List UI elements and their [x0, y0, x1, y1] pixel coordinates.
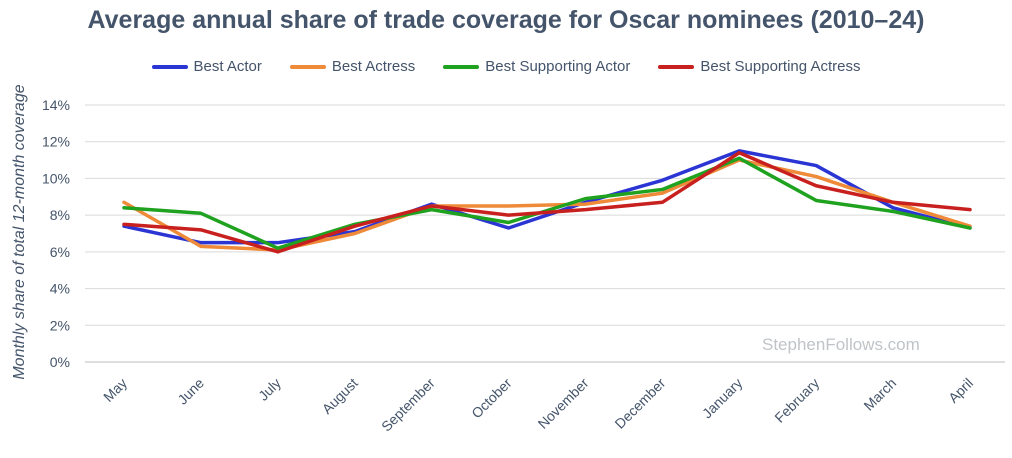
x-tick-label: September	[378, 375, 438, 435]
watermark: StephenFollows.com	[762, 335, 920, 354]
x-axis-ticks: May June July August September October Novembe…	[100, 375, 976, 435]
x-tick-label: April	[945, 375, 976, 406]
legend-item-best-supporting-actor[interactable]: Best Supporting Actor	[443, 58, 630, 75]
x-tick-label: January	[699, 375, 746, 422]
series-line-best-actor	[122, 149, 972, 245]
legend-label-best-actress: Best Actress	[331, 58, 416, 75]
y-tick-label: 12%	[42, 134, 70, 150]
series-line-best-supporting-actor	[122, 156, 972, 250]
legend-item-best-supporting-actress[interactable]: Best Supporting Actress	[658, 58, 860, 75]
x-tick-label: February	[771, 375, 822, 426]
y-axis-label: Monthly share of total 12-month coverage	[11, 84, 28, 379]
legend-swatch-best-supporting-actor	[443, 64, 480, 69]
y-tick-label: 10%	[42, 170, 70, 186]
gridlines	[85, 104, 1005, 363]
x-tick-label: December	[611, 375, 668, 432]
y-tick-label: 14%	[42, 97, 70, 113]
y-tick-label: 6%	[50, 244, 70, 260]
legend-label-best-actor: Best Actor	[193, 58, 262, 75]
x-tick-label: May	[100, 375, 130, 405]
y-tick-label: 8%	[50, 207, 70, 223]
y-tick-label: 4%	[50, 281, 70, 297]
legend-label-best-supporting-actress: Best Supporting Actress	[700, 58, 861, 75]
x-tick-label: July	[255, 375, 284, 404]
x-tick-label: November	[535, 375, 592, 432]
y-tick-label: 0%	[50, 354, 70, 370]
legend-swatch-best-supporting-actress	[658, 64, 695, 69]
series-lines	[122, 149, 972, 254]
y-axis-ticks: 0% 2% 4% 6% 8% 10% 12% 14%	[42, 97, 70, 370]
legend-swatch-best-actor	[151, 64, 188, 69]
x-tick-label: March	[860, 375, 899, 414]
legend-swatch-best-actress	[289, 64, 326, 69]
legend-item-best-actor[interactable]: Best Actor	[151, 58, 262, 75]
x-tick-label: August	[319, 375, 361, 417]
legend-label-best-supporting-actor: Best Supporting Actor	[485, 58, 631, 75]
x-tick-label: October	[468, 375, 515, 422]
chart-title: Average annual share of trade coverage f…	[87, 6, 925, 34]
series-line-best-supporting-actress	[122, 150, 972, 254]
y-tick-label: 2%	[50, 317, 70, 333]
x-tick-label: June	[174, 375, 207, 408]
legend-item-best-actress[interactable]: Best Actress	[289, 58, 416, 75]
chart-legend: Best Actor Best Actress Best Supporting …	[0, 58, 1012, 75]
